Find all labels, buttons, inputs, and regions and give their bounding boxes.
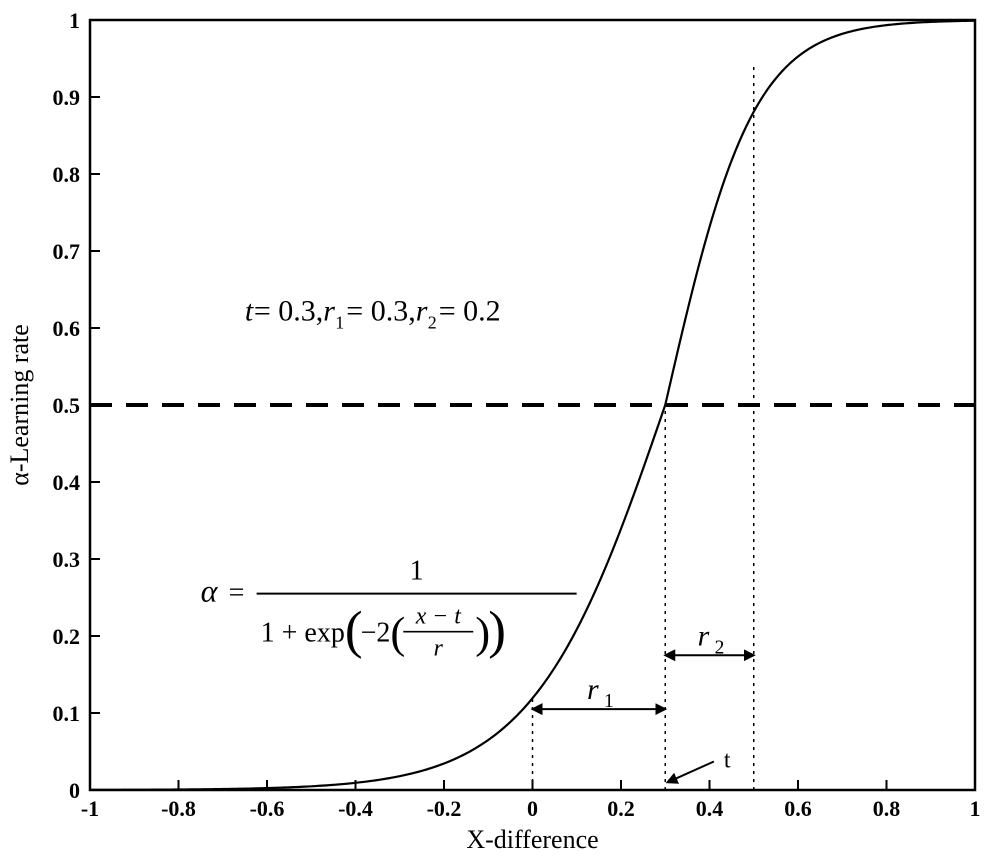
x-tick-label: -0.4 (338, 796, 373, 821)
x-tick-label: -0.8 (161, 796, 196, 821)
svg-text:1 + exp: 1 + exp (261, 618, 345, 649)
svg-text:r: r (698, 619, 710, 652)
svg-text:r: r (416, 294, 428, 327)
svg-text:(: ( (390, 608, 405, 658)
svg-text:1: 1 (604, 691, 614, 712)
sigmoid-chart: -1 -0.8 -0.6 -0.4 -0.2 0 0.2 0.4 0.6 0.8 1 0 0.1 0.2 0… (0, 0, 1000, 862)
svg-text:2: 2 (428, 312, 437, 332)
t-pointer-arrow (667, 762, 713, 783)
y-tick-label: 0.3 (53, 547, 81, 572)
y-tick-label: 0.1 (53, 701, 81, 726)
x-tick-label: -0.2 (427, 796, 462, 821)
t-pointer-label: t (724, 748, 731, 774)
x-tick-label: 0.6 (784, 796, 812, 821)
svg-text:= 0.2: = 0.2 (439, 294, 501, 327)
y-tick-label: 0 (69, 778, 80, 803)
svg-text:1: 1 (410, 556, 424, 587)
svg-text:r: r (587, 673, 599, 706)
x-tick-label: 0 (527, 796, 538, 821)
y-tick-label: 0.8 (53, 162, 81, 187)
svg-text:): ) (488, 601, 506, 660)
y-tick-label: 1 (69, 8, 80, 33)
x-tick-label: 0.8 (873, 796, 901, 821)
x-tick-label: 0.2 (607, 796, 635, 821)
svg-text:x − t: x − t (415, 604, 463, 630)
formula: α=11 + exp(−2(x − tr)) (201, 556, 577, 662)
x-tick-label: -0.6 (250, 796, 285, 821)
svg-text:−2: −2 (361, 618, 391, 649)
y-axis-label: α-Learning rate (5, 324, 34, 486)
y-tick-label: 0.7 (53, 239, 81, 264)
x-tick-label: -1 (81, 796, 99, 821)
svg-text:r: r (323, 294, 335, 327)
svg-text:r: r (434, 636, 444, 662)
svg-text:α: α (201, 573, 219, 609)
x-axis-label: X-difference (466, 825, 598, 854)
y-tick-label: 0.4 (53, 470, 81, 495)
svg-text:1: 1 (335, 312, 344, 332)
y-tick-label: 0.6 (53, 316, 81, 341)
x-tick-label: 0.4 (696, 796, 724, 821)
r1-label: r1 (587, 673, 614, 712)
r2-label: r2 (698, 619, 725, 658)
y-tick-label: 0.9 (53, 85, 81, 110)
svg-text:2: 2 (715, 637, 725, 658)
svg-text:= 0.3,: = 0.3, (254, 294, 323, 327)
x-tick-label: 1 (970, 796, 981, 821)
svg-text:= 0.3,: = 0.3, (346, 294, 415, 327)
svg-text:t: t (245, 294, 254, 327)
y-tick-label: 0.5 (53, 393, 81, 418)
svg-text:=: = (229, 578, 245, 609)
y-tick-label: 0.2 (53, 624, 81, 649)
chart-container: -1 -0.8 -0.6 -0.4 -0.2 0 0.2 0.4 0.6 0.8 1 0 0.1 0.2 0… (0, 0, 1000, 862)
param-text: t = 0.3, r1 = 0.3, r2 = 0.2 (245, 294, 501, 332)
